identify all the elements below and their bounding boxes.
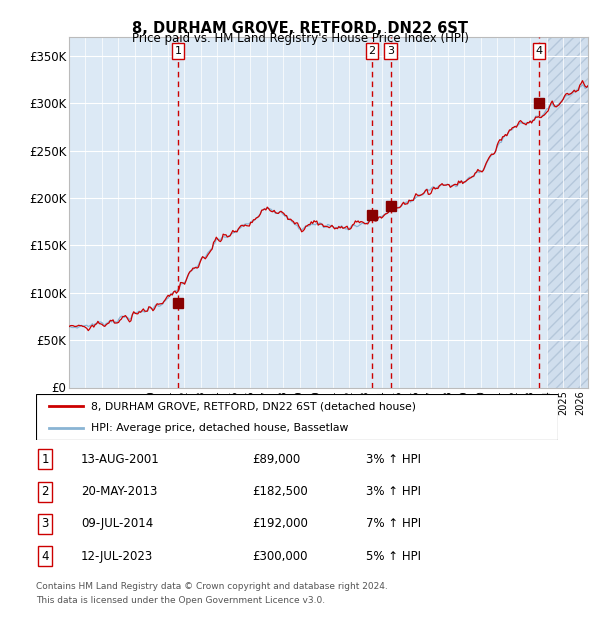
Text: £182,500: £182,500 bbox=[252, 485, 308, 498]
Text: 3% ↑ HPI: 3% ↑ HPI bbox=[366, 485, 421, 498]
Text: £300,000: £300,000 bbox=[252, 550, 308, 562]
Text: 12-JUL-2023: 12-JUL-2023 bbox=[81, 550, 153, 562]
Text: 1: 1 bbox=[41, 453, 49, 466]
Text: Contains HM Land Registry data © Crown copyright and database right 2024.: Contains HM Land Registry data © Crown c… bbox=[36, 582, 388, 591]
Text: 2: 2 bbox=[41, 485, 49, 498]
Text: 1: 1 bbox=[175, 46, 182, 56]
Text: Price paid vs. HM Land Registry's House Price Index (HPI): Price paid vs. HM Land Registry's House … bbox=[131, 32, 469, 45]
Text: 5% ↑ HPI: 5% ↑ HPI bbox=[366, 550, 421, 562]
Bar bbox=[547, 37, 590, 387]
Text: 3% ↑ HPI: 3% ↑ HPI bbox=[366, 453, 421, 466]
Text: 3: 3 bbox=[387, 46, 394, 56]
Text: 09-JUL-2014: 09-JUL-2014 bbox=[81, 518, 153, 530]
FancyBboxPatch shape bbox=[36, 394, 558, 440]
Text: 13-AUG-2001: 13-AUG-2001 bbox=[81, 453, 160, 466]
Text: 7% ↑ HPI: 7% ↑ HPI bbox=[366, 518, 421, 530]
Text: 8, DURHAM GROVE, RETFORD, DN22 6ST: 8, DURHAM GROVE, RETFORD, DN22 6ST bbox=[132, 21, 468, 36]
Text: 3: 3 bbox=[41, 518, 49, 530]
Text: HPI: Average price, detached house, Bassetlaw: HPI: Average price, detached house, Bass… bbox=[91, 423, 348, 433]
Text: This data is licensed under the Open Government Licence v3.0.: This data is licensed under the Open Gov… bbox=[36, 596, 325, 604]
Text: 2: 2 bbox=[368, 46, 376, 56]
Text: 20-MAY-2013: 20-MAY-2013 bbox=[81, 485, 157, 498]
Text: 4: 4 bbox=[41, 550, 49, 562]
Text: 4: 4 bbox=[535, 46, 542, 56]
Text: 8, DURHAM GROVE, RETFORD, DN22 6ST (detached house): 8, DURHAM GROVE, RETFORD, DN22 6ST (deta… bbox=[91, 401, 416, 411]
Text: £89,000: £89,000 bbox=[252, 453, 300, 466]
Bar bbox=[547, 37, 590, 387]
Text: £192,000: £192,000 bbox=[252, 518, 308, 530]
